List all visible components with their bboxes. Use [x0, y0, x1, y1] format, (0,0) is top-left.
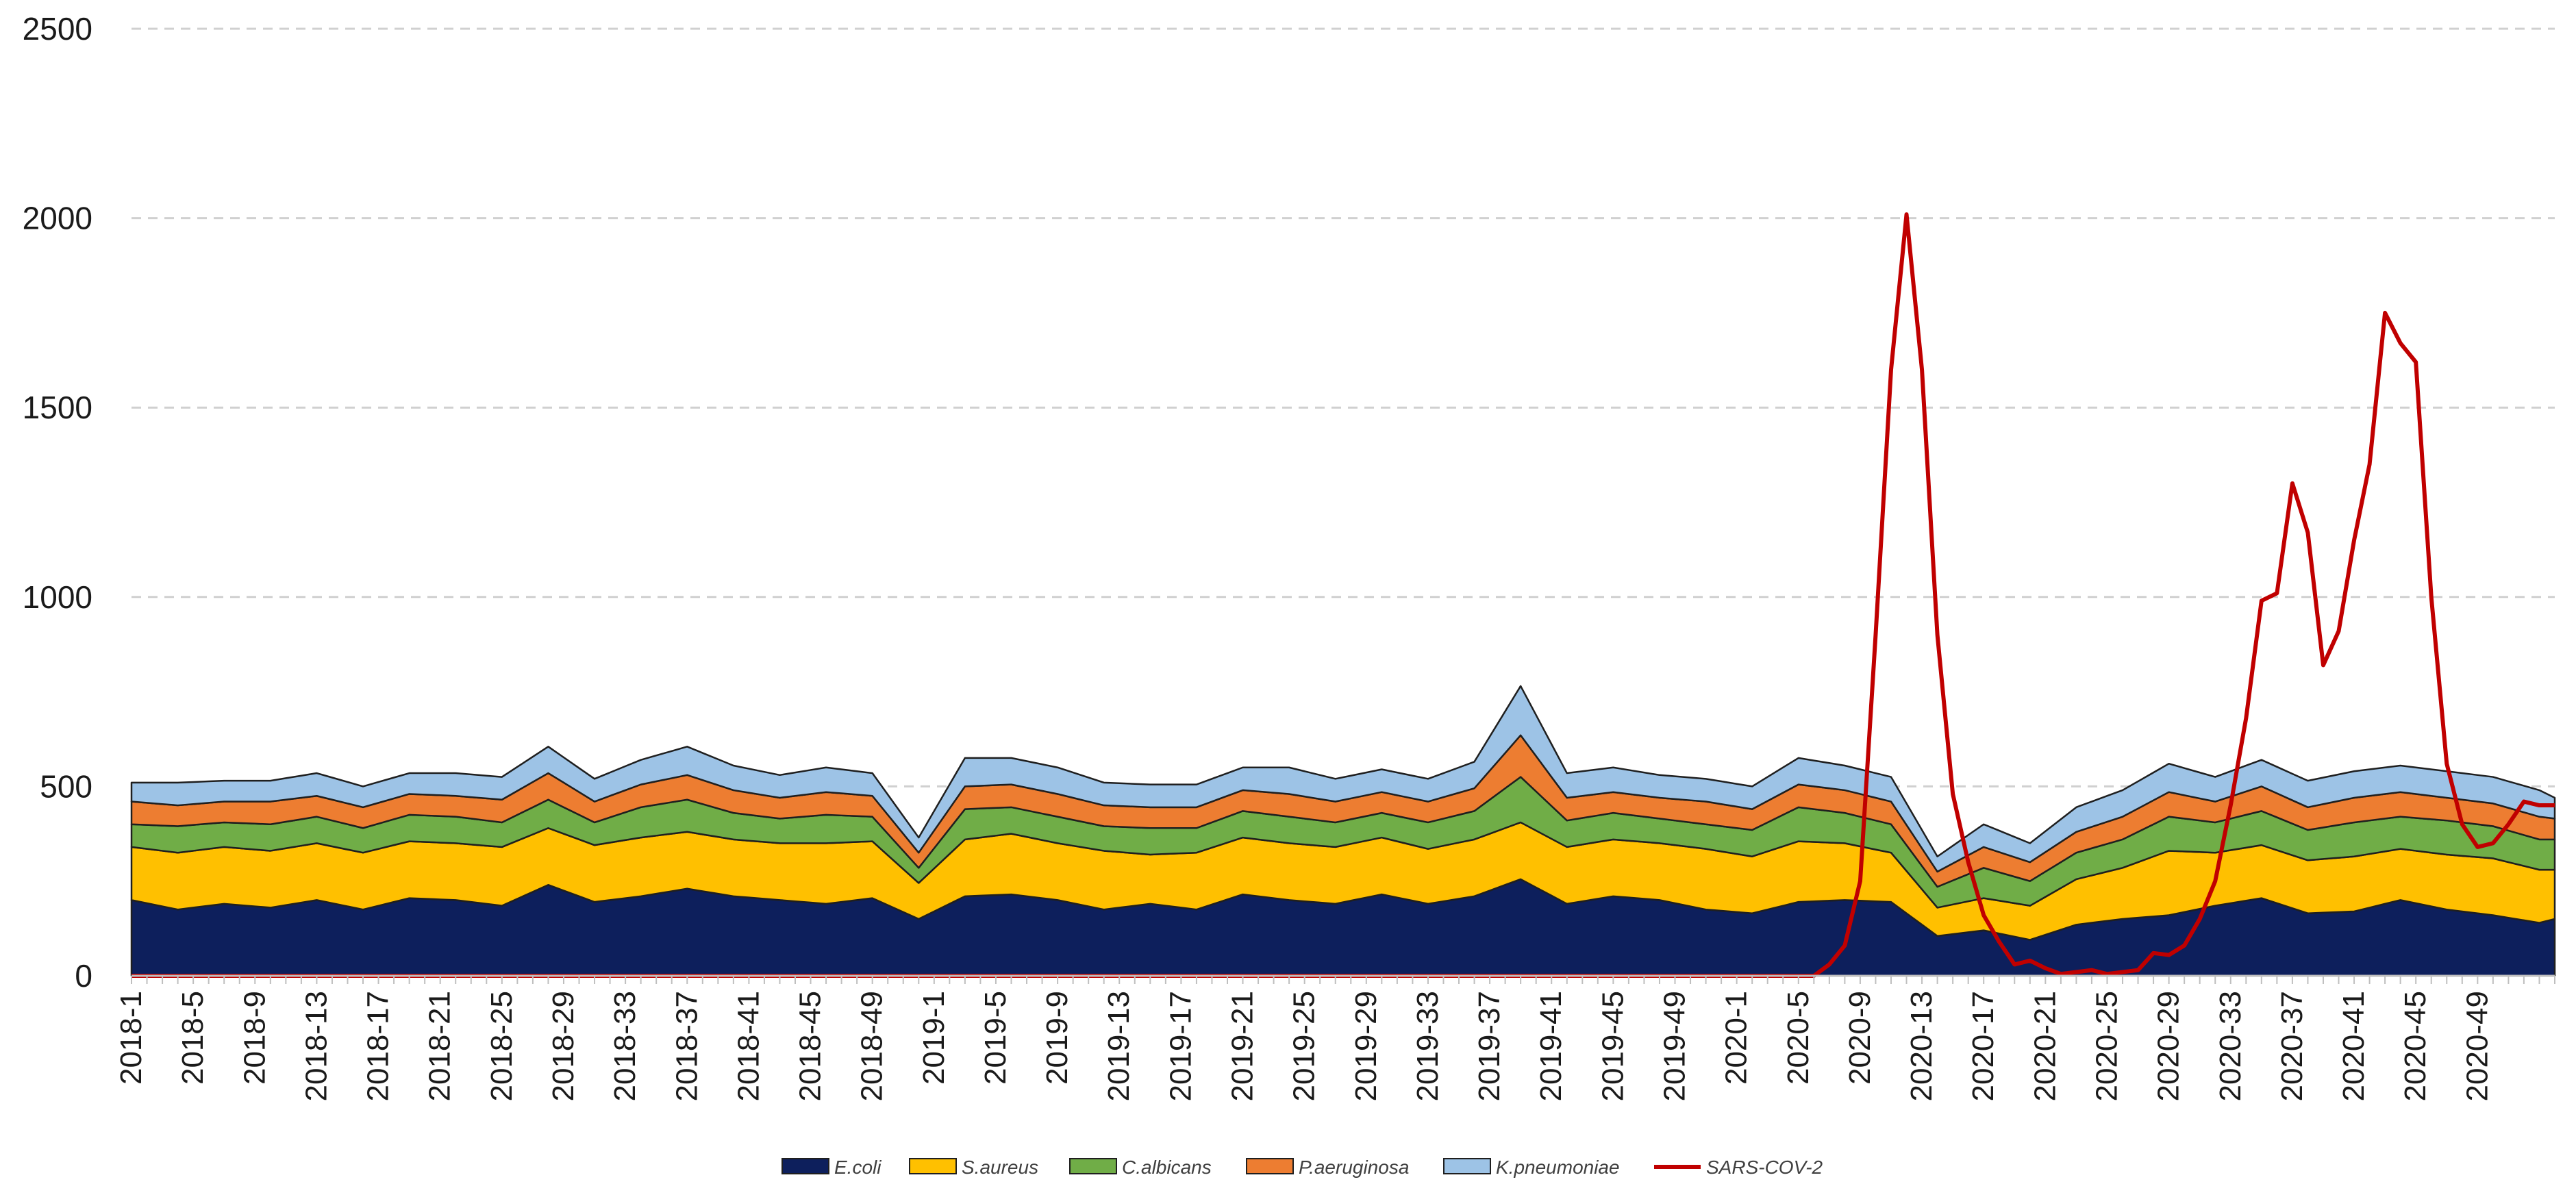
legend-item-p-aeruginosa: P.aeruginosa: [1246, 1157, 1409, 1178]
grid-lines: [132, 27, 2555, 788]
legend-label: E.coli: [834, 1157, 881, 1178]
x-tick-label: 2020-13: [1905, 991, 1938, 1101]
legend-swatch: [1443, 1158, 1491, 1174]
x-tick-label: 2019-41: [1534, 991, 1568, 1101]
x-tick-label: 2018-37: [670, 991, 703, 1101]
legend-label: C.albicans: [1122, 1157, 1212, 1178]
x-tick-label: 2019-13: [1102, 991, 1136, 1101]
area-k-pneumoniae: [130, 685, 2556, 873]
legend-label: SARS-COV-2: [1706, 1157, 1823, 1178]
x-tick-label: 2018-49: [855, 991, 889, 1101]
stacked-areas: [130, 685, 2556, 977]
x-tick-label: 2018-13: [299, 991, 333, 1101]
x-tick-label: 2020-45: [2399, 991, 2432, 1101]
x-tick-label: 2018-29: [547, 991, 580, 1101]
legend-label: S.aureus: [962, 1157, 1038, 1178]
x-tick-label: 2020-41: [2337, 991, 2371, 1101]
x-tick-label: 2020-37: [2275, 991, 2309, 1101]
legend-item-e-coli: E.coli: [781, 1157, 881, 1178]
x-tick-label: 2019-1: [917, 991, 951, 1085]
x-tick-label: 2020-49: [2460, 991, 2494, 1101]
x-tick-label: 2018-9: [238, 991, 271, 1085]
legend-swatch: [1246, 1158, 1294, 1174]
x-tick-label: 2020-5: [1781, 991, 1815, 1085]
legend-item-c-albicans: C.albicans: [1069, 1157, 1212, 1178]
x-tick-label: 2018-45: [794, 991, 827, 1101]
legend-label: K.pneumoniae: [1496, 1157, 1620, 1178]
y-tick-labels: 0 500 1000 1500 2000 2500: [23, 11, 92, 994]
x-tick-label: 2018-41: [731, 991, 765, 1101]
legend-label: P.aeruginosa: [1299, 1157, 1409, 1178]
x-tick-label: 2019-9: [1040, 991, 1074, 1085]
x-tick-label: 2020-33: [2214, 991, 2247, 1101]
legend-item-k-pneumoniae: K.pneumoniae: [1443, 1157, 1620, 1178]
y-tick-label: 500: [40, 768, 92, 804]
axes: [131, 974, 2555, 984]
x-tick-label: 2018-25: [485, 991, 518, 1101]
legend-item-s-aureus: S.aureus: [909, 1157, 1038, 1178]
legend-swatch: [781, 1158, 829, 1174]
x-tick-label: 2019-25: [1288, 991, 1321, 1101]
y-tick-label: 0: [75, 958, 92, 994]
x-tick-label: 2019-5: [979, 991, 1012, 1085]
x-tick-label: 2020-9: [1843, 991, 1877, 1085]
x-tick-label: 2019-17: [1164, 991, 1197, 1101]
x-tick-label: 2020-29: [2152, 991, 2186, 1101]
x-tick-label: 2018-5: [176, 991, 210, 1085]
x-tick-label: 2018-1: [114, 991, 148, 1085]
y-tick-label: 2500: [23, 11, 92, 47]
y-tick-label: 2000: [23, 201, 92, 236]
x-tick-label: 2018-21: [423, 991, 457, 1101]
x-tick-label: 2019-45: [1596, 991, 1629, 1101]
x-tick-label: 2020-21: [2028, 991, 2062, 1101]
x-tick-label: 2019-21: [1226, 991, 1260, 1101]
legend-swatch: [909, 1158, 957, 1174]
x-tick-label: 2020-25: [2090, 991, 2123, 1101]
x-tick-label: 2019-37: [1473, 991, 1506, 1101]
x-tick-label: 2019-49: [1658, 991, 1692, 1101]
y-tick-label: 1000: [23, 579, 92, 615]
legend: E.coli S.aureus C.albicans P.aeruginosa K.pn…: [781, 1157, 1823, 1178]
legend-swatch: [1069, 1158, 1117, 1174]
y-tick-label: 1500: [23, 390, 92, 425]
x-tick-label: 2018-17: [362, 991, 395, 1101]
x-tick-label: 2020-1: [1720, 991, 1753, 1085]
x-tick-label: 2019-29: [1349, 991, 1383, 1101]
x-tick-labels: 2018-1 2018-5 2018-9 2018-13 2018-17 2018-21 2…: [114, 991, 2494, 1101]
x-tick-label: 2020-17: [1966, 991, 2000, 1101]
x-tick-label: 2018-33: [608, 991, 642, 1101]
legend-item-sars-cov-2: SARS-COV-2: [1654, 1157, 1823, 1178]
x-tick-label: 2019-33: [1411, 991, 1445, 1101]
